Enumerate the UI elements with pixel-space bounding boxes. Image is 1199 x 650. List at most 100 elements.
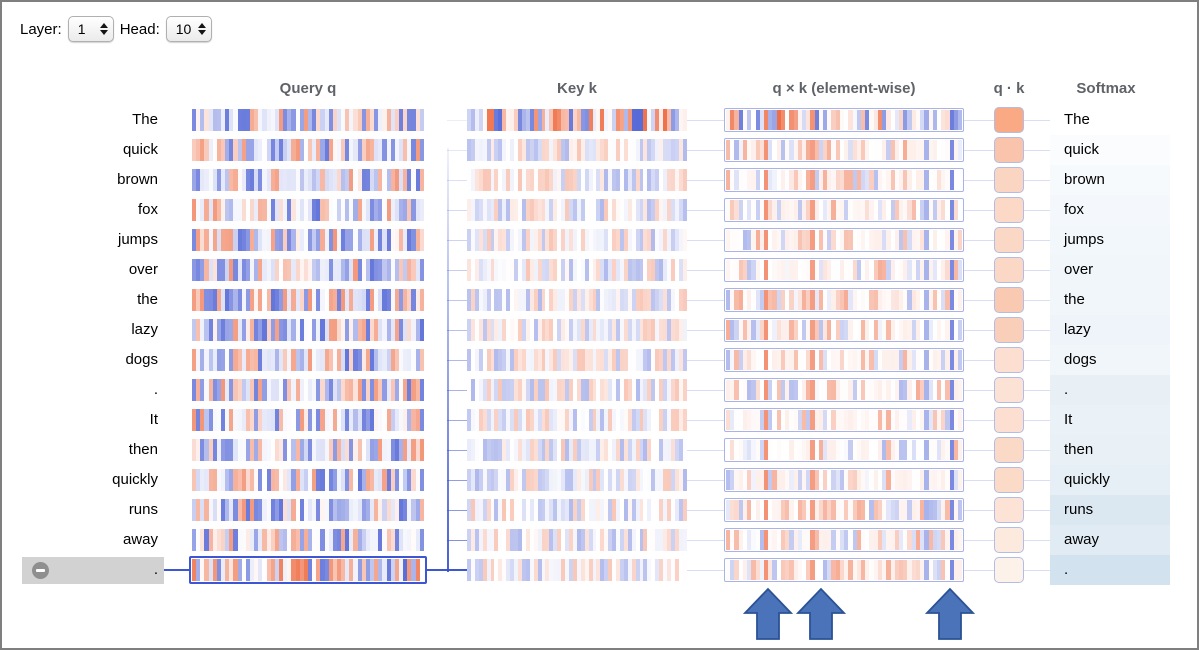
token-label-right[interactable]: quickly — [1064, 471, 1110, 488]
token-label-right[interactable]: lazy — [1064, 321, 1091, 338]
layer-value: 1 — [77, 21, 86, 37]
qdotk-square — [994, 317, 1024, 343]
connector-line — [1024, 420, 1050, 421]
selected-query-outline — [189, 556, 427, 584]
qdotk-square — [994, 287, 1024, 313]
qdotk-square — [994, 257, 1024, 283]
token-label-left[interactable]: fox — [137, 201, 158, 218]
token-label-right[interactable]: away — [1064, 531, 1100, 548]
token-label-right[interactable]: dogs — [1064, 351, 1097, 368]
softmax-weight-cell — [1050, 105, 1170, 135]
connector-line — [687, 480, 724, 481]
token-label-left[interactable]: over — [128, 261, 158, 278]
qxk-strip — [724, 558, 964, 582]
softmax-weight-cell — [1050, 375, 1170, 405]
token-label-right[interactable]: the — [1064, 291, 1085, 308]
token-label-left[interactable]: away — [122, 531, 158, 548]
token-label-left[interactable]: The — [132, 111, 158, 128]
token-label-right[interactable]: jumps — [1064, 231, 1105, 248]
token-label-left[interactable]: runs — [128, 501, 158, 518]
attention-branch-line — [447, 390, 467, 391]
connector-line — [964, 360, 994, 361]
query-strip — [192, 349, 424, 371]
key-strip — [467, 349, 687, 371]
connector-line — [1024, 300, 1050, 301]
layer-head-controls: Layer: 1 Head: 10 — [20, 16, 213, 42]
connector-line — [687, 300, 724, 301]
token-label-right[interactable]: . — [1064, 381, 1069, 398]
qxk-strip — [724, 498, 964, 522]
head-label: Head: — [119, 20, 160, 38]
connector-line — [1024, 450, 1050, 451]
layer-spinner[interactable]: 1 — [67, 16, 114, 42]
attention-branch-line — [447, 210, 467, 211]
connector-line — [964, 180, 994, 181]
token-label-left[interactable]: quick — [122, 141, 158, 158]
token-label-right[interactable]: brown — [1064, 171, 1105, 188]
connector-line — [687, 390, 724, 391]
attention-branch-line — [447, 270, 467, 271]
qdotk-square — [994, 197, 1024, 223]
token-label-right[interactable]: over — [1064, 261, 1094, 278]
connector-line — [964, 570, 994, 571]
connector-line — [687, 360, 724, 361]
attention-branch-line — [447, 300, 467, 301]
column-header-qxk: q × k (element-wise) — [772, 80, 916, 97]
token-label-left[interactable]: then — [128, 441, 158, 458]
up-arrow-icon — [795, 587, 847, 640]
softmax-weight-cell — [1050, 285, 1170, 315]
token-label-left[interactable]: . — [153, 381, 158, 398]
connector-line — [964, 330, 994, 331]
token-label-left[interactable]: quickly — [112, 471, 158, 488]
token-label-right[interactable]: fox — [1064, 201, 1085, 218]
qdotk-square — [994, 137, 1024, 163]
softmax-weight-cell — [1050, 405, 1170, 435]
qxk-strip — [724, 168, 964, 192]
connector-line — [1024, 270, 1050, 271]
token-label-left[interactable]: dogs — [125, 351, 158, 368]
collapse-minus-button[interactable] — [32, 562, 49, 579]
query-strip — [192, 529, 424, 551]
qdotk-square — [994, 227, 1024, 253]
softmax-weight-cell — [1050, 225, 1170, 255]
token-label-left[interactable]: . — [153, 561, 158, 578]
attention-trunk-line — [447, 148, 449, 572]
token-label-left[interactable]: brown — [117, 171, 158, 188]
up-arrow-icon — [924, 587, 976, 640]
column-header-query: Query q — [279, 80, 337, 97]
stepper-arrows-icon[interactable] — [198, 23, 207, 35]
softmax-weight-cell — [1050, 315, 1170, 345]
token-label-left[interactable]: It — [149, 411, 158, 428]
token-label-left[interactable]: the — [137, 291, 158, 308]
connector-line — [687, 450, 724, 451]
token-label-right[interactable]: quick — [1064, 141, 1100, 158]
connector-line — [687, 150, 724, 151]
stepper-arrows-icon[interactable] — [99, 23, 108, 35]
token-label-right[interactable]: runs — [1064, 501, 1094, 518]
softmax-weight-cell — [1050, 255, 1170, 285]
connector-line — [964, 390, 994, 391]
connector-line — [687, 330, 724, 331]
selection-branch-line — [447, 569, 467, 571]
token-label-left[interactable]: lazy — [131, 321, 158, 338]
query-strip — [192, 289, 424, 311]
token-label-right[interactable]: then — [1064, 441, 1094, 458]
connector-line — [1024, 480, 1050, 481]
softmax-weight-cell — [1050, 435, 1170, 465]
query-strip — [192, 379, 424, 401]
connector-line — [1024, 510, 1050, 511]
connector-line — [687, 180, 724, 181]
qdotk-square — [994, 347, 1024, 373]
softmax-weight-cell — [1050, 465, 1170, 495]
token-label-right[interactable]: . — [1064, 561, 1069, 578]
attention-branch-line — [447, 150, 467, 151]
qdotk-square — [994, 437, 1024, 463]
head-spinner[interactable]: 10 — [165, 16, 213, 42]
token-label-left[interactable]: jumps — [117, 231, 158, 248]
token-label-right[interactable]: It — [1064, 411, 1073, 428]
query-strip — [192, 229, 424, 251]
query-strip — [192, 559, 424, 581]
connector-line — [687, 270, 724, 271]
token-label-right[interactable]: The — [1064, 111, 1090, 128]
